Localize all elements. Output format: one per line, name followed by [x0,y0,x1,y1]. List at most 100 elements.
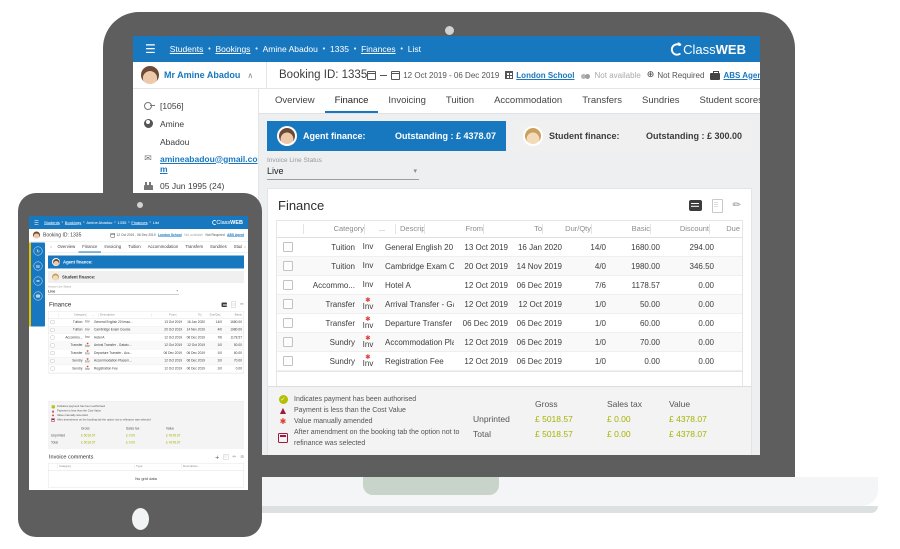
row-checkbox[interactable] [283,299,293,309]
finance-table-row[interactable]: Transfer ✱Inv Departure Transfer - Acc..… [48,350,244,358]
student-finance-bar[interactable]: Student finance: Outstanding : £ 300.00 [513,121,752,151]
finance-table-row[interactable]: Sundry ✱ Inv Registration Fee 12 Oct 2019… [48,365,244,373]
booking-visa: ⊕ Not Required [647,70,705,80]
breadcrumb-item[interactable]: Finances [131,220,148,225]
finance-table-row[interactable]: Transfer ✱Inv Departure Transfer - Acc..… [277,314,742,333]
status-filter-label: Invoice Line Status [48,285,72,289]
tablet-booking-tabs: ‹ Overview Finance Invoicing Tuition Acc… [48,241,248,253]
school-link[interactable]: London School [158,233,182,237]
row-checkbox[interactable] [283,337,293,347]
agent-link[interactable]: ABS Agent [723,70,760,80]
rail-grid-icon[interactable]: ▤ [33,261,43,271]
sidebar-student-id: [1056] [133,97,258,115]
school-link[interactable]: London School [516,70,575,80]
breadcrumb-item[interactable]: Amine Abadou [86,220,113,225]
finance-table-row[interactable]: Transfer ✱Inv Arrival Transfer - Gatwic.… [277,295,742,314]
breadcrumb-item[interactable]: 1335 [330,44,349,54]
finance-table-row[interactable]: Transfer ✱Inv Arrival Transfer - Gatwic.… [48,341,244,350]
hamburger-menu-icon[interactable]: ☰ [34,219,39,226]
rail-mail-icon[interactable]: ✉ [33,276,43,286]
edit-pencil-icon[interactable]: ✏ [732,200,741,211]
tab[interactable]: Invoicing [104,244,122,249]
row-checkbox[interactable] [50,327,55,332]
breadcrumb-item[interactable]: Bookings [215,44,251,54]
row-checkbox[interactable] [50,320,55,325]
breadcrumb-item[interactable]: List [152,220,159,225]
breadcrumb-item[interactable]: List [407,44,421,54]
student-finance-bar[interactable]: Student finance: [48,271,244,283]
tab[interactable]: Sundries [641,94,680,106]
tablet-breadcrumb: Students • Bookings • Amine Abadou • 133… [44,220,159,225]
tab[interactable]: Invoicing [388,94,426,106]
tab[interactable]: Finance [78,242,101,253]
agent-finance-bar[interactable]: Agent finance: [48,255,244,269]
agent-link[interactable]: ABS Agent [227,233,244,237]
rail-phone-icon[interactable]: ☎ [33,291,43,301]
row-checkbox[interactable] [283,261,293,271]
tab[interactable]: Accommodation [494,94,563,106]
rail-refresh-icon[interactable]: ↻ [33,246,43,256]
tablet-home-button[interactable] [131,508,149,530]
tab[interactable]: Overview [57,244,76,249]
finance-table-row[interactable]: Tuition Inv Cambridge Exam Course 20 Oct… [277,257,742,276]
breadcrumb-item[interactable]: Students [169,44,204,54]
finance-table-row[interactable]: Sundry ✱Inv Accommodation Placem... 12 O… [48,357,244,365]
tab[interactable]: Transfers [185,244,203,249]
finance-table-row[interactable]: Tuition Inv Cambridge Exam Course 20 Oct… [48,326,244,334]
hamburger-menu-icon[interactable]: ☰ [145,42,156,56]
tab[interactable]: Transfers [582,94,622,106]
finance-table-row[interactable]: Tuition Inv General English 20 lesso... … [277,238,742,257]
invoice-line-status-select[interactable]: Live ▾ [48,289,179,295]
tab[interactable]: Sundries [210,244,227,249]
tab[interactable]: Finance [324,89,379,113]
tabs-scroll-left-icon[interactable]: ‹ [50,244,52,250]
row-checkbox[interactable] [283,318,293,328]
row-checkbox[interactable] [50,351,55,356]
tab[interactable]: Tuition [128,244,141,249]
row-checkbox[interactable] [50,366,55,371]
tab[interactable]: Tuition [445,94,475,106]
col-basic: Basic [591,224,650,234]
tab[interactable]: Accommodation [147,244,179,249]
breadcrumb-item[interactable]: Amine Abadou [262,44,318,54]
row-checkbox[interactable] [283,280,293,290]
finance-table-row[interactable]: Sundry ✱ Inv Registration Fee 12 Oct 2019… [277,352,742,371]
tabs-scroll-right-icon[interactable]: › [242,241,248,253]
edit-pencil-icon[interactable]: ✏ [232,454,237,460]
document-icon[interactable] [231,301,237,308]
finance-table-row[interactable]: Tuition Inv General English 20 lesso... … [48,319,244,327]
row-checkbox[interactable] [283,242,293,252]
finance-table-row[interactable]: Accommo... Inv Hotel A 12 Oct 2019 06 De… [277,276,742,295]
breadcrumb-item[interactable]: 1335 [117,220,127,225]
breadcrumb-item[interactable]: Bookings [64,220,82,225]
sidebar-last-name: Abadou [133,133,258,150]
row-checkbox[interactable] [50,358,55,363]
add-comment-icon[interactable]: + [214,453,220,461]
row-checkbox[interactable] [283,356,293,366]
agent-finance-bar[interactable]: Agent finance: Outstanding : £ 4378.07 [267,121,506,151]
calendar-range-dash [380,74,388,76]
tab[interactable]: Student scores [233,244,248,249]
edit-pencil-icon[interactable]: ✏ [240,302,244,307]
row-checkbox[interactable] [50,343,55,348]
legend: ✓ Indicates payment has been authorised … [278,394,473,449]
agent-avatar [52,258,60,266]
tab[interactable]: Student scores [699,94,760,106]
comment-icon[interactable] [688,200,702,211]
document-icon[interactable] [711,198,723,213]
col-due: Due [709,224,742,234]
row-checkbox[interactable] [50,335,55,340]
cancel-icon[interactable]: ⊘ [240,454,244,460]
email-link[interactable]: amineabadou@gmail.com [160,153,258,174]
tab[interactable]: Overview [275,94,315,106]
breadcrumb-item[interactable]: Finances [361,44,396,54]
finance-table-row[interactable]: Sundry ✱Inv Accommodation Placem... 12 O… [277,333,742,352]
profile-header-cell[interactable]: Mr Amine Abadou ∧ [133,62,267,88]
document-icon[interactable] [223,454,229,460]
totals-value-header: Value [669,398,691,409]
finance-table-row[interactable]: Accommo... Inv Hotel A 12 Oct 2019 06 De… [48,334,244,342]
comment-icon[interactable] [221,302,228,307]
chevron-up-icon[interactable]: ∧ [247,70,254,80]
breadcrumb-item[interactable]: Students [43,220,60,225]
invoice-line-status-select[interactable]: Live ▾ [267,164,419,180]
